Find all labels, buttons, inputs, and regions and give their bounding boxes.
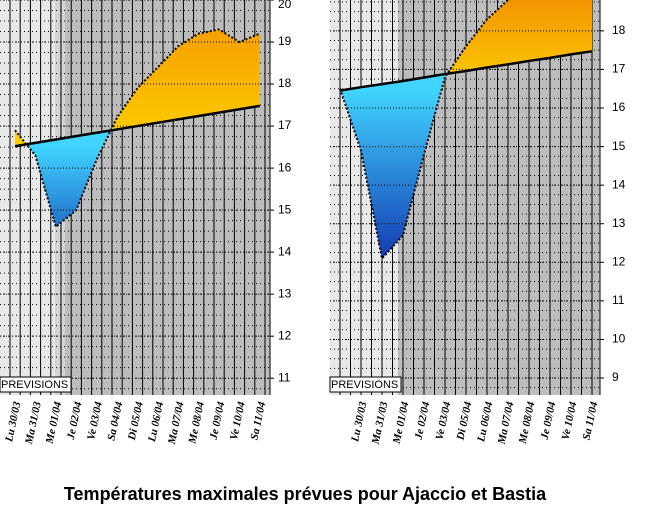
y-tick-label: 12 bbox=[612, 254, 626, 268]
plot-area bbox=[339, 0, 593, 261]
annotation-box bbox=[329, 376, 402, 393]
x-tick-label: Je 09/04 bbox=[208, 400, 228, 441]
x-tick-label: Sa 11/04 bbox=[581, 400, 601, 441]
y-tick-label: 13 bbox=[278, 286, 292, 300]
y-tick-label: 15 bbox=[278, 202, 292, 216]
above-normal-fill bbox=[15, 29, 260, 147]
y-tick-label: 10 bbox=[612, 332, 626, 346]
y-tick-label: 11 bbox=[612, 293, 625, 307]
x-tick-label: Ma 07/04 bbox=[496, 400, 517, 446]
y-tick-label: 16 bbox=[278, 160, 292, 174]
y-tick-label: 18 bbox=[612, 23, 626, 37]
x-tick-label: Ve 03/04 bbox=[434, 400, 454, 441]
y-tick-label: 15 bbox=[612, 139, 626, 153]
x-tick-label: Sa 04/04 bbox=[105, 400, 125, 442]
y-tick-label: 19 bbox=[278, 34, 292, 48]
forecast-line bbox=[14, 28, 261, 229]
x-tick-label: Lu 30/03 bbox=[349, 400, 369, 444]
page-title: Températures maximales prévues pour Ajac… bbox=[64, 484, 547, 504]
y-tick-label: 17 bbox=[278, 118, 292, 132]
x-tick-label: Je 02/04 bbox=[413, 400, 433, 441]
y-tick-label: 11 bbox=[278, 370, 291, 384]
x-tick-label: Sa 11/04 bbox=[248, 400, 268, 441]
y-tick-label: 12 bbox=[278, 328, 292, 342]
y-tick-label: 20 bbox=[278, 0, 292, 11]
past-background bbox=[0, 0, 55, 395]
y-tick-label: 9 bbox=[612, 370, 619, 384]
x-tick-label: Je 09/04 bbox=[539, 400, 559, 441]
x-tick-label: Ma 31/03 bbox=[370, 400, 391, 446]
normal-line bbox=[14, 104, 261, 148]
x-tick-label: Me 01/04 bbox=[391, 400, 412, 446]
x-tick-label: Me 08/04 bbox=[517, 400, 538, 446]
x-tick-label: Me 01/04 bbox=[43, 400, 64, 446]
plot-area bbox=[14, 28, 261, 229]
panel: 9 10 11 12 13 14 15 16 17 18 Lu 30/03 Ma 31/03 Me 01… bbox=[329, 0, 626, 446]
x-tick-label: Lu 30/03 bbox=[3, 400, 23, 444]
x-tick-label: Ma 07/04 bbox=[166, 400, 187, 446]
x-tick-label: Ve 03/04 bbox=[85, 400, 105, 441]
annotation: PREVISIONS bbox=[331, 379, 398, 391]
y-tick-label: 14 bbox=[612, 177, 626, 191]
x-tick-label: Lu 06/04 bbox=[475, 400, 495, 444]
x-tick-label: Di 05/04 bbox=[454, 400, 474, 442]
y-tick-label: 18 bbox=[278, 76, 292, 90]
annotation-box bbox=[0, 376, 72, 393]
y-tick-label: 13 bbox=[612, 216, 626, 230]
y-tick-label: 16 bbox=[612, 100, 626, 114]
x-tick-label: Ve 10/04 bbox=[560, 400, 580, 441]
x-tick-label: Je 02/04 bbox=[65, 400, 85, 441]
x-tick-label: Me 08/04 bbox=[186, 400, 207, 446]
y-tick-label: 14 bbox=[278, 244, 292, 258]
x-tick-label: Lu 06/04 bbox=[146, 400, 166, 444]
normal-line bbox=[339, 50, 593, 92]
below-normal-fill bbox=[15, 105, 260, 227]
annotation: PREVISIONS bbox=[1, 379, 68, 391]
x-tick-label: Ma 31/03 bbox=[23, 400, 44, 446]
above-normal-fill bbox=[340, 0, 592, 91]
x-tick-label: Di 05/04 bbox=[126, 400, 146, 442]
y-tick-label: 17 bbox=[612, 62, 626, 76]
x-tick-label: Ve 10/04 bbox=[228, 400, 248, 441]
